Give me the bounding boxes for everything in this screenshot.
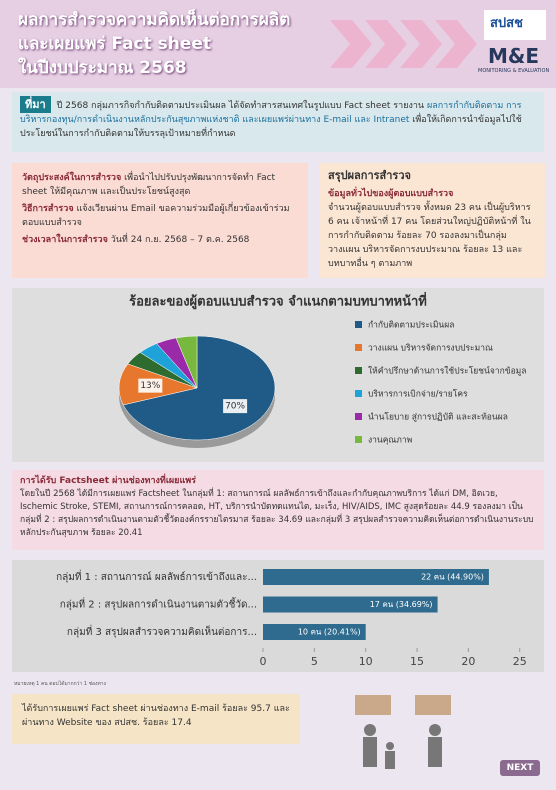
me-logo: M&E: [488, 44, 540, 68]
legend-swatch: [355, 344, 362, 351]
me-subtitle: MONITORING & EVALUATION: [478, 68, 550, 74]
objective-label: วิธีการสำรวจ: [22, 204, 74, 214]
background-label: ที่มา: [20, 96, 51, 113]
data-label: 17 คน (34.69%): [370, 600, 433, 609]
illustration: [355, 695, 451, 769]
summary-box: สรุปผลการสำรวจ ข้อมูลทั่วไปของผู้ตอบแบบส…: [320, 163, 545, 278]
legend-swatch: [355, 436, 362, 443]
objective-text: แจ้งเวียนผ่าน Email ขอความร่วมมือผู้เกี่…: [22, 204, 290, 228]
bar-chart: 0 5 10 15 20 25 22 คน (44.90%) กลุ่มที่ 1 : สถา…: [12, 560, 544, 672]
summary-title: สรุปผลการสำรวจ: [328, 169, 411, 182]
background-highlight: ผลการกำกับติดตาม การบริหารกองทุน/การดำเน…: [20, 101, 522, 125]
background-box: ที่มา ปี 2568 กลุ่มภารกิจกำกับติดตามประเม…: [12, 92, 544, 152]
summary-subtitle: ข้อมูลทั่วไปของผู้ตอบแบบสำรวจ: [328, 189, 454, 199]
background-text: ปี 2568 กลุ่มภารกิจกำกับติดตามประเมินผล …: [56, 101, 427, 111]
summary-text: จำนวนผู้ตอบแบบสำรวจ ทั้งหมด 23 คน เป็นผู…: [328, 203, 531, 269]
legend-swatch: [355, 321, 362, 328]
header: ผลการสำรวจความคิดเห็นต่อการผลิต และเผยแพ…: [0, 0, 556, 88]
label-bg: [138, 378, 163, 393]
category-label: กลุ่มที่ 2 : สรุปผลการดำเนินงานตามตัวชี้…: [60, 597, 257, 611]
channels-text: โดยในปี 2568 ได้มีการเผยแพร่ Factsheet ใ…: [20, 489, 534, 538]
bar: [263, 624, 366, 640]
legend-swatch: [355, 413, 362, 420]
title-line: และเผยแพร่ Fact sheet: [18, 34, 212, 54]
legend-swatch: [355, 390, 362, 397]
background-text: เพื่อให้เกิดการนำข้อมูลไปใช้ประโยชน์ในกา…: [20, 115, 522, 139]
channels-title: การได้รับ Factsheet ผ่านช่องทางที่เผยแพร…: [20, 476, 197, 486]
next-button[interactable]: NEXT: [500, 760, 540, 776]
data-label: 70%: [225, 402, 245, 412]
objective-text: เพื่อนำไปปรับปรุงพัฒนาการจัดทำ Fact shee…: [22, 173, 276, 197]
x-tick-label: 5: [311, 655, 318, 668]
objective-text: วันที่ 24 ก.ย. 2568 – 7 ต.ค. 2568: [107, 235, 250, 245]
legend-label: วางแผน บริหารจัดการงบประมาณ: [368, 344, 493, 354]
legend-label: บริหารการเบิกจ่าย/รายโคร: [368, 389, 468, 400]
objectives-box: วัตถุประสงค์ในการสำรวจ เพื่อนำไปปรับปรุง…: [12, 163, 308, 278]
pie-slice: [175, 335, 198, 389]
bar: [263, 569, 489, 585]
x-tick-label: 15: [410, 655, 424, 668]
footer-box: ได้รับการเผยแพร่ Fact sheet ผ่านช่องทาง …: [12, 694, 300, 744]
bar: [263, 596, 438, 613]
objective-label: ช่วงเวลาในการสำรวจ: [22, 235, 108, 245]
data-label: 10 คน (20.41%): [298, 628, 361, 637]
category-label: กลุ่มที่ 3 สรุปผลสำรวจความคิดเห็นต่อการ.…: [67, 624, 257, 638]
title-line: ผลการสำรวจความคิดเห็นต่อการผลิต: [18, 10, 291, 30]
header-decor: [330, 10, 546, 68]
x-tick-label: 20: [461, 655, 475, 668]
legend-label: งานคุณภาพ: [368, 436, 412, 446]
x-tick-label: 0: [260, 655, 267, 668]
pie-slice: [122, 335, 276, 441]
objective-label: วัตถุประสงค์ในการสำรวจ: [22, 173, 122, 183]
legend-swatch: [355, 367, 362, 374]
legend-label: นำนโยบาย สู่การปฏิบัติ และสะท้อนผล: [368, 412, 508, 423]
x-tick-label: 25: [513, 655, 527, 668]
channels-box: การได้รับ Factsheet ผ่านช่องทางที่เผยแพร…: [12, 470, 544, 550]
title-line: ในปีงบประมาณ 2568: [18, 58, 187, 78]
pie-chart: ร้อยละของผู้ตอบแบบสำรวจ จำแนกตามบทบาทหน้…: [12, 288, 544, 462]
logo: สปสช: [490, 16, 523, 31]
x-tick-label: 10: [359, 655, 373, 668]
data-label: 13%: [140, 381, 160, 391]
legend-label: ให้คำปรึกษาด้านการใช้ประโยชน์จากข้อมูล: [368, 366, 526, 377]
pie-title: ร้อยละของผู้ตอบแบบสำรวจ จำแนกตามบทบาทหน้…: [129, 292, 427, 310]
category-label: กลุ่มที่ 1 : สถานการณ์ ผลลัพธ์การเข้าถึง…: [56, 569, 257, 583]
legend-label: กำกับติดตามประเมินผล: [368, 321, 454, 331]
data-label: 22 คน (44.90%): [421, 573, 484, 582]
note: หมายเหตุ 1 คน ตอบได้มากกว่า 1 ช่องทาง: [14, 681, 106, 687]
label-bg: [223, 399, 248, 414]
